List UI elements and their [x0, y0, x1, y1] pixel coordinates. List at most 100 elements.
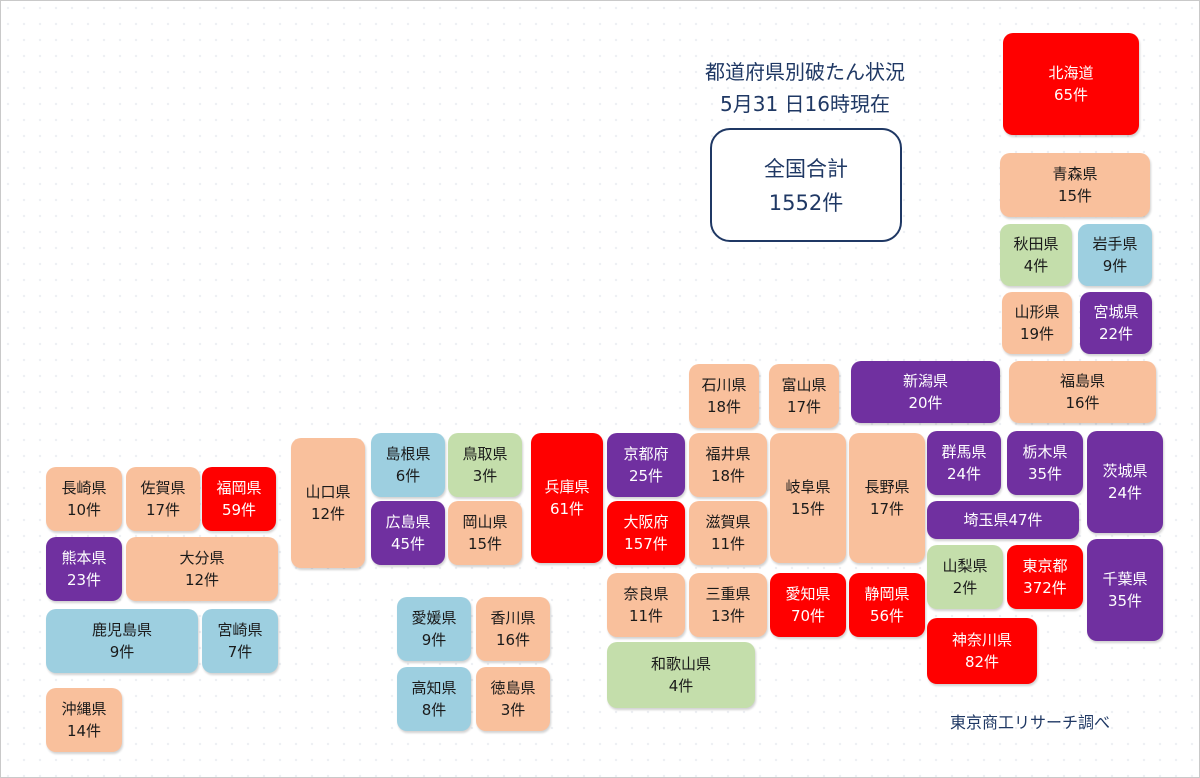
prefecture-tile: 埼玉県 47件 — [927, 501, 1079, 539]
prefecture-name: 佐賀県 — [140, 479, 186, 497]
prefecture-count: 7件 — [227, 643, 253, 661]
prefecture-name: 福島県 — [1059, 372, 1105, 390]
prefecture-tile: 愛媛県 9件 — [397, 597, 471, 661]
prefecture-name: 東京都 — [1022, 557, 1068, 575]
prefecture-count: 35件 — [1027, 465, 1063, 483]
prefecture-tile: 秋田県 4件 — [1000, 224, 1072, 286]
prefecture-count: 17件 — [145, 501, 181, 519]
prefecture-count: 15件 — [790, 500, 826, 518]
prefecture-tile: 宮城県 22件 — [1080, 292, 1152, 354]
prefecture-count: 47件 — [1008, 511, 1043, 529]
prefecture-tile: 福島県 16件 — [1009, 361, 1156, 423]
prefecture-name: 栃木県 — [1022, 443, 1068, 461]
prefecture-tile: 栃木県 35件 — [1007, 431, 1083, 495]
prefecture-tile: 大阪府 157件 — [607, 501, 685, 565]
prefecture-count: 35件 — [1107, 592, 1143, 610]
prefecture-tile: 山梨県 2件 — [927, 545, 1003, 609]
prefecture-name: 山梨県 — [942, 557, 988, 575]
prefecture-tile: 愛知県 70件 — [770, 573, 846, 637]
prefecture-count: 11件 — [628, 607, 664, 625]
prefecture-count: 4件 — [1023, 257, 1049, 275]
prefecture-name: 静岡県 — [864, 585, 910, 603]
prefecture-name: 山形県 — [1014, 303, 1060, 321]
prefecture-count: 12件 — [184, 571, 220, 589]
prefecture-name: 三重県 — [705, 585, 751, 603]
prefecture-count: 19件 — [1019, 325, 1055, 343]
prefecture-tile: 三重県 13件 — [689, 573, 767, 637]
prefecture-tile: 東京都 372件 — [1007, 545, 1083, 609]
national-total-count: 1552件 — [768, 191, 844, 215]
prefecture-tile: 青森県 15件 — [1000, 153, 1150, 217]
prefecture-tile: 千葉県 35件 — [1087, 539, 1163, 641]
prefecture-count: 157件 — [624, 535, 668, 553]
prefecture-count: 13件 — [710, 607, 746, 625]
prefecture-name: 岐阜県 — [785, 478, 831, 496]
prefecture-name: 青森県 — [1052, 165, 1098, 183]
prefecture-name: 富山県 — [781, 376, 827, 394]
prefecture-tile: 佐賀県 17件 — [126, 467, 200, 531]
prefecture-count: 16件 — [1065, 394, 1100, 412]
prefecture-name: 大阪府 — [623, 513, 669, 531]
prefecture-tile: 静岡県 56件 — [849, 573, 925, 637]
prefecture-count: 45件 — [390, 535, 426, 553]
prefecture-count: 65件 — [1053, 86, 1089, 104]
prefecture-name: 福岡県 — [216, 479, 262, 497]
prefecture-count: 18件 — [706, 398, 742, 416]
prefecture-name: 和歌山県 — [650, 655, 711, 673]
prefecture-name: 徳島県 — [490, 679, 536, 697]
prefecture-tile: 高知県 8件 — [397, 667, 471, 731]
prefecture-name: 愛知県 — [785, 585, 831, 603]
prefecture-name: 岩手県 — [1092, 235, 1138, 253]
prefecture-tile: 石川県 18件 — [689, 364, 759, 428]
prefecture-name: 福井県 — [705, 445, 751, 463]
prefecture-tile: 徳島県 3件 — [476, 667, 550, 731]
prefecture-count: 3件 — [500, 701, 526, 719]
prefecture-count: 18件 — [710, 467, 746, 485]
prefecture-name: 愛媛県 — [411, 609, 457, 627]
prefecture-tile: 山口県 12件 — [291, 438, 365, 568]
prefecture-tile: 福井県 18件 — [689, 433, 767, 497]
prefecture-count: 12件 — [310, 505, 346, 523]
prefecture-count: 16件 — [495, 631, 531, 649]
prefecture-name: 長野県 — [864, 478, 910, 496]
prefecture-tile: 広島県 45件 — [371, 501, 445, 565]
map-date: 5月31 日16時現在 — [720, 92, 890, 116]
prefecture-tile: 岩手県 9件 — [1078, 224, 1152, 286]
prefecture-name: 滋賀県 — [705, 513, 751, 531]
prefecture-count: 24件 — [946, 465, 982, 483]
prefecture-name: 山口県 — [305, 483, 351, 501]
prefecture-tile: 茨城県 24件 — [1087, 431, 1163, 533]
prefecture-tile: 宮崎県 7件 — [202, 609, 278, 673]
prefecture-count: 22件 — [1098, 325, 1134, 343]
prefecture-tile: 神奈川県 82件 — [927, 618, 1037, 684]
map-title: 都道府県別破たん状況 — [705, 60, 905, 84]
prefecture-name: 広島県 — [385, 513, 431, 531]
prefecture-count: 9件 — [421, 631, 447, 649]
prefecture-count: 17件 — [869, 500, 905, 518]
prefecture-name: 島根県 — [385, 445, 431, 463]
prefecture-count: 59件 — [221, 501, 257, 519]
prefecture-name: 秋田県 — [1013, 235, 1059, 253]
prefecture-count: 3件 — [472, 467, 498, 485]
prefecture-name: 新潟県 — [902, 372, 948, 390]
prefecture-tile: 鹿児島県 9件 — [46, 609, 198, 673]
prefecture-count: 9件 — [109, 643, 135, 661]
prefecture-tile: 香川県 16件 — [476, 597, 550, 661]
prefecture-name: 宮城県 — [1093, 303, 1139, 321]
prefecture-name: 神奈川県 — [951, 631, 1012, 649]
national-total-label: 全国合計 — [764, 157, 848, 181]
prefecture-name: 群馬県 — [941, 443, 987, 461]
prefecture-count: 4件 — [668, 677, 694, 695]
prefecture-count: 23件 — [66, 571, 102, 589]
prefecture-name: 鹿児島県 — [91, 621, 152, 639]
prefecture-name: 埼玉県 — [963, 511, 1009, 529]
prefecture-count: 6件 — [395, 467, 421, 485]
prefecture-count: 70件 — [790, 607, 826, 625]
prefecture-count: 17件 — [786, 398, 822, 416]
prefecture-count: 14件 — [66, 722, 102, 740]
prefecture-name: 長崎県 — [61, 479, 107, 497]
prefecture-count: 9件 — [1102, 257, 1128, 275]
prefecture-name: 高知県 — [411, 679, 457, 697]
prefecture-count: 10件 — [66, 501, 102, 519]
prefecture-name: 沖縄県 — [61, 700, 107, 718]
